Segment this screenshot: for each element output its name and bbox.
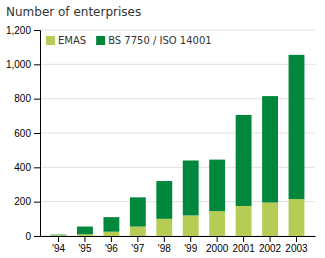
x-tick-mark — [217, 236, 218, 242]
legend-swatch — [96, 36, 105, 45]
legend-label: BS 7750 / ISO 14001 — [108, 35, 212, 46]
x-tick-label: 2003 — [285, 243, 308, 254]
x-tick-mark — [190, 236, 191, 242]
x-tick-label: 2002 — [259, 243, 282, 254]
bars — [51, 55, 305, 236]
legend-item: BS 7750 / ISO 14001 — [96, 35, 212, 46]
legend-label: EMAS — [58, 35, 86, 46]
y-tick: 1,000 — [6, 59, 40, 70]
bar — [262, 96, 278, 202]
y-tick-mark — [34, 236, 40, 237]
x-tick: '94 — [52, 236, 65, 254]
bar — [236, 206, 252, 236]
bar — [77, 234, 93, 236]
y-tick-mark — [34, 64, 40, 65]
y-tick-label: 0 — [25, 231, 31, 242]
legend-swatch — [46, 36, 55, 45]
bar — [236, 115, 252, 206]
y-tick-mark — [34, 202, 40, 203]
x-tick: '99 — [184, 236, 197, 254]
x-tick-label: '94 — [52, 243, 65, 254]
bar — [130, 227, 146, 236]
x-tick-mark — [164, 236, 165, 242]
y-tick: 0 — [25, 231, 40, 242]
x-tick: 2001 — [232, 236, 255, 254]
x-tick-label: 2000 — [206, 243, 229, 254]
x-tick-label: '98 — [158, 243, 171, 254]
bar — [209, 211, 225, 236]
y-tick-mark — [34, 133, 40, 134]
title: Number of enterprises — [6, 5, 141, 19]
y-tick-mark — [34, 30, 40, 31]
y-tick: 200 — [14, 196, 40, 207]
x-tick-mark — [296, 236, 297, 242]
x-tick: '97 — [131, 236, 144, 254]
bar — [183, 215, 199, 236]
y-tick-label: 1,000 — [6, 59, 31, 70]
x-tick: '95 — [78, 236, 91, 254]
x-axis-line — [41, 236, 316, 237]
bar — [209, 160, 225, 212]
series — [51, 199, 305, 236]
bar — [289, 199, 305, 236]
x-tick-mark — [58, 236, 59, 242]
y-tick-label: 400 — [14, 162, 31, 173]
x-tick-mark — [111, 236, 112, 242]
x-tick: '96 — [105, 236, 118, 254]
bar — [51, 235, 67, 236]
y-tick: 800 — [14, 93, 40, 104]
y-tick: 600 — [14, 128, 40, 139]
bar — [77, 227, 93, 235]
x-axis: '94 '95 '96 '97 '98 '99 20002001 20022003 — [41, 236, 316, 254]
y-tick-label: 200 — [14, 196, 31, 207]
y-axis-line — [34, 31, 41, 237]
bar — [103, 232, 119, 236]
y-tick-mark — [34, 167, 40, 168]
bar — [262, 203, 278, 236]
x-tick: 2002 — [259, 236, 282, 254]
y-tick-label: 800 — [14, 93, 31, 104]
chart: 02004006008001,0001,200'94'95'96'97'98'9… — [0, 0, 325, 258]
x-tick-label: '96 — [105, 243, 118, 254]
x-tick-mark — [270, 236, 271, 242]
x-tick: '98 — [158, 236, 171, 254]
y-tick-label: 1,200 — [6, 25, 31, 36]
bar — [156, 181, 172, 219]
x-tick-mark — [84, 236, 85, 242]
y-axis: 0 200 400 600 800 1,000 1,200 — [6, 25, 41, 242]
y-tick: 1,200 — [6, 25, 40, 36]
bar — [289, 55, 305, 199]
series — [51, 55, 305, 235]
x-tick-label: 2001 — [232, 243, 255, 254]
x-tick-mark — [137, 236, 138, 242]
x-tick: 2000 — [206, 236, 229, 254]
bar — [156, 219, 172, 236]
legend: EMAS BS 7750 / ISO 14001 — [46, 35, 212, 46]
grid — [40, 30, 315, 236]
x-tick-mark — [243, 236, 244, 242]
legend-item: EMAS — [46, 35, 86, 46]
y-tick: 400 — [14, 162, 40, 173]
grid-line — [40, 30, 315, 31]
x-tick-label: '97 — [131, 243, 144, 254]
bar — [183, 160, 199, 215]
plot: 02004006008001,0001,200'94'95'96'97'98'9… — [6, 25, 316, 254]
bar — [103, 217, 119, 232]
bar — [51, 234, 67, 236]
x-tick-label: '95 — [78, 243, 91, 254]
x-tick-label: '99 — [184, 243, 197, 254]
x-tick: 2003 — [285, 236, 308, 254]
grid-line — [40, 64, 315, 65]
bar — [130, 197, 146, 226]
y-tick-label: 600 — [14, 128, 31, 139]
y-tick-mark — [34, 99, 40, 100]
